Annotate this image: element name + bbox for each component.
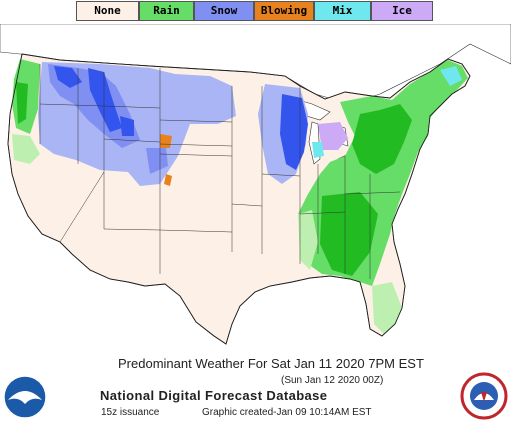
legend-ice: Ice — [371, 1, 433, 21]
legend-rain: Rain — [139, 1, 194, 21]
state-borders — [39, 64, 401, 279]
created-text: Graphic created-Jan 09 10:14AM EST — [202, 407, 372, 418]
database-name: National Digital Forecast Database — [100, 388, 328, 403]
light-rain-oregon — [12, 134, 40, 164]
legend-mix: Mix — [314, 1, 371, 21]
mix-michigan — [312, 142, 324, 158]
conus-outline — [7, 53, 471, 345]
ice-michigan — [318, 122, 348, 150]
heavy-snow-wisconsin — [280, 94, 308, 170]
heavy-rain-coast — [16, 82, 28, 124]
weather-map — [0, 24, 511, 374]
light-rain-mississippi — [298, 210, 318, 270]
blowing-snow-wyoming — [160, 134, 172, 148]
snow-colorado — [146, 148, 168, 174]
heavy-snow-tetons — [120, 116, 134, 136]
noaa-logo — [3, 375, 47, 419]
legend-none: None — [76, 1, 139, 21]
legend-bar: None Rain Snow Blowing Mix Ice — [0, 0, 511, 24]
nws-logo — [460, 372, 508, 420]
weather-map-svg — [0, 24, 511, 374]
heavy-rain-southeast — [320, 192, 378, 276]
mix-maine — [440, 66, 462, 86]
blowing-snow-colorado — [164, 174, 172, 186]
light-rain-florida — [372, 282, 402, 334]
heavy-snow-rockies — [88, 68, 122, 132]
caption-area: Predominant Weather For Sat Jan 11 2020 … — [0, 354, 511, 422]
forecast-title: Predominant Weather For Sat Jan 11 2020 … — [118, 356, 424, 371]
legend-blowing: Blowing — [254, 1, 314, 21]
legend-snow: Snow — [194, 1, 254, 21]
heavy-rain-appalachians — [352, 104, 412, 174]
heavy-snow-cascades — [54, 66, 82, 88]
issuance-text: 15z issuance — [101, 407, 160, 418]
forecast-subtitle: (Sun Jan 12 2020 00Z) — [281, 375, 384, 386]
